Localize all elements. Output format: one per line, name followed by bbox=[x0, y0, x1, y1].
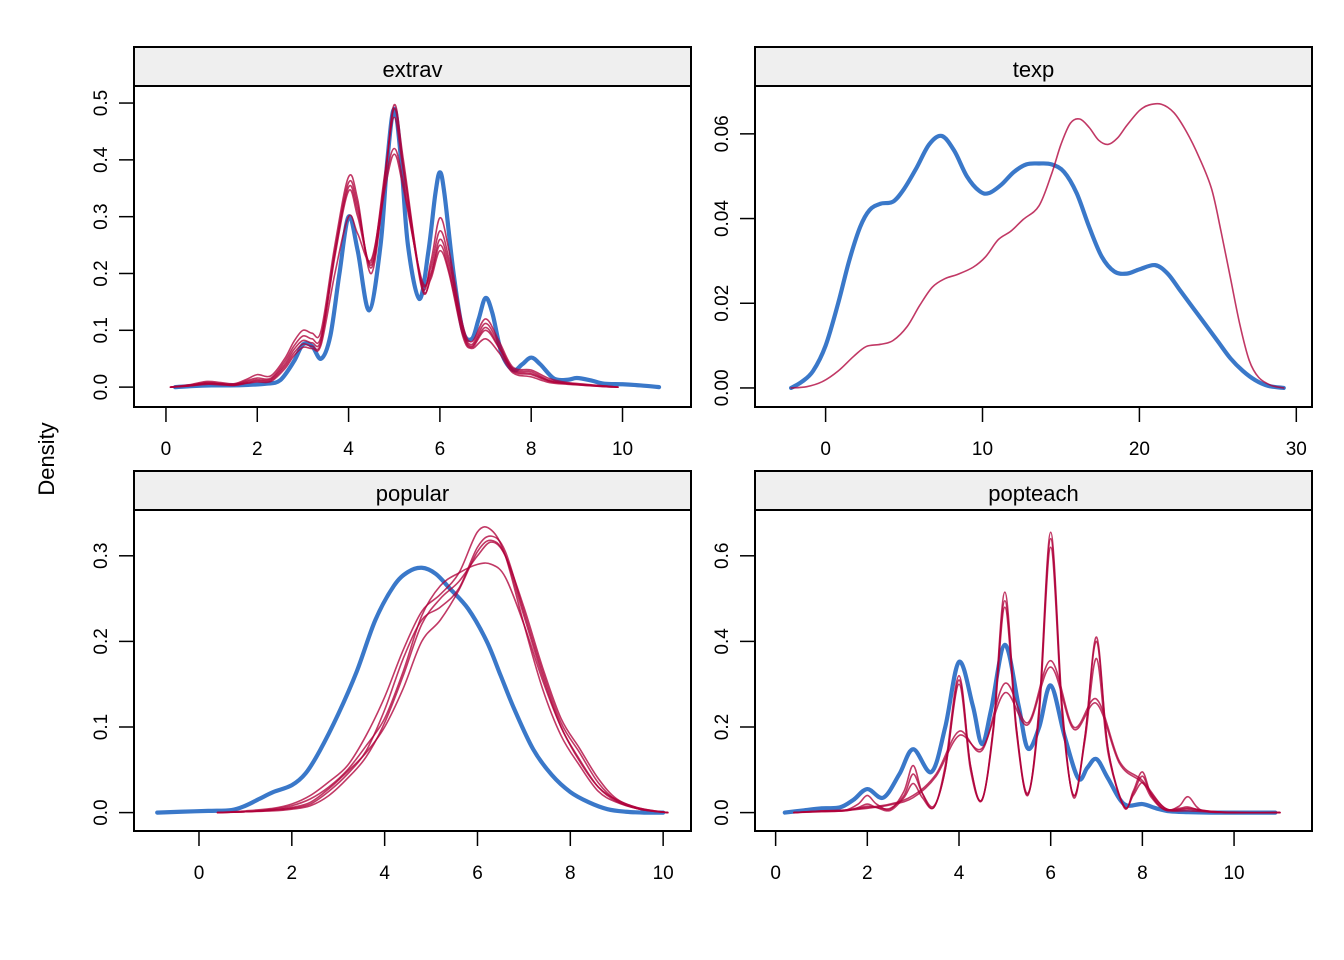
y-tick-label: 0.2 bbox=[91, 260, 112, 286]
x-tick-label: 20 bbox=[1129, 439, 1150, 460]
x-tick-label: 0 bbox=[161, 439, 172, 460]
density-line-imputed-1 bbox=[169, 103, 619, 388]
series-group bbox=[155, 526, 669, 815]
y-tick-label: 0.0 bbox=[91, 374, 112, 400]
series-group bbox=[782, 531, 1281, 815]
density-line-observed bbox=[172, 106, 662, 390]
plot-frame bbox=[133, 85, 692, 408]
series-group bbox=[788, 102, 1286, 391]
density-line-imputed-2 bbox=[169, 147, 619, 388]
x-tick-label: 4 bbox=[343, 439, 354, 460]
y-tick-label: 0.02 bbox=[712, 285, 733, 322]
y-tick-label: 0.5 bbox=[91, 90, 112, 116]
density-line-imputed-5 bbox=[169, 107, 619, 388]
panel-title: popular bbox=[376, 481, 449, 506]
panel-texp: texp 0 10 20 30 0.00 0.02 0.04 0.06 bbox=[712, 46, 1313, 460]
x-tick-label: 10 bbox=[1223, 863, 1244, 884]
density-line-imputed-1 bbox=[216, 526, 669, 814]
density-line-imputed-5 bbox=[216, 541, 669, 814]
density-line-observed bbox=[788, 133, 1286, 391]
plot-frame bbox=[754, 509, 1313, 832]
x-tick-label: 0 bbox=[770, 863, 781, 884]
x-tick-label: 2 bbox=[287, 863, 298, 884]
y-tick-label: 0.4 bbox=[712, 628, 733, 655]
density-line-observed bbox=[782, 642, 1278, 815]
panel-title: popteach bbox=[988, 481, 1079, 506]
x-tick-label: 4 bbox=[954, 863, 965, 884]
x-tick-label: 8 bbox=[526, 439, 537, 460]
y-tick-label: 0.06 bbox=[712, 115, 733, 152]
panel-title: extrav bbox=[383, 57, 443, 82]
density-line-imputed-2 bbox=[216, 562, 669, 814]
x-tick-label: 4 bbox=[379, 863, 390, 884]
panel-strip bbox=[754, 470, 1313, 511]
panel-extrav: extrav 0 2 4 6 8 10 0.0 0.1 0.2 0.3 0.4 0.5 bbox=[91, 46, 692, 460]
density-line-imputed-5 bbox=[793, 546, 1281, 814]
x-tick-label: 10 bbox=[972, 439, 993, 460]
x-tick-label: 6 bbox=[472, 863, 483, 884]
density-line-imputed-1 bbox=[793, 531, 1281, 814]
y-tick-label: 0.1 bbox=[91, 317, 112, 343]
density-line-imputed-4 bbox=[216, 535, 669, 814]
y-tick-label: 0.0 bbox=[91, 799, 112, 825]
x-tick-label: 8 bbox=[1137, 863, 1148, 884]
y-tick-label: 0.2 bbox=[712, 714, 733, 740]
x-tick-label: 6 bbox=[435, 439, 446, 460]
x-tick-label: 10 bbox=[653, 863, 674, 884]
x-tick-label: 0 bbox=[820, 439, 831, 460]
panel-popular: popular 0 2 4 6 8 10 0.0 0.1 0.2 0.3 bbox=[91, 470, 692, 884]
y-tick-label: 0.04 bbox=[712, 200, 733, 237]
density-line-imputed-4 bbox=[169, 116, 619, 388]
y-tick-label: 0.00 bbox=[712, 369, 733, 406]
series-group bbox=[169, 103, 662, 390]
panel-strip bbox=[133, 46, 692, 87]
plot-frame bbox=[754, 85, 1313, 408]
density-line-imputed-3 bbox=[169, 153, 619, 388]
y-tick-label: 0.2 bbox=[91, 628, 112, 654]
x-tick-label: 10 bbox=[612, 439, 633, 460]
y-tick-label: 0.3 bbox=[91, 203, 112, 229]
panel-strip bbox=[133, 470, 692, 511]
x-tick-label: 30 bbox=[1286, 439, 1307, 460]
plot-frame bbox=[133, 509, 692, 832]
y-tick-label: 0.6 bbox=[712, 543, 733, 569]
panel-strip bbox=[754, 46, 1313, 87]
density-line-imputed bbox=[790, 102, 1285, 389]
y-tick-label: 0.4 bbox=[91, 146, 112, 173]
x-tick-label: 2 bbox=[862, 863, 873, 884]
x-tick-label: 0 bbox=[194, 863, 205, 884]
panel-title: texp bbox=[1013, 57, 1055, 82]
y-tick-label: 0.1 bbox=[91, 714, 112, 740]
y-tick-label: 0.3 bbox=[91, 543, 112, 569]
density-line-imputed-2 bbox=[793, 537, 1281, 814]
y-axis-label: Density bbox=[34, 422, 59, 495]
x-tick-label: 8 bbox=[565, 863, 576, 884]
density-line-imputed-3 bbox=[216, 539, 669, 814]
x-tick-label: 2 bbox=[252, 439, 263, 460]
panel-popteach: popteach 0 2 4 6 8 10 0.0 0.2 0.4 0.6 bbox=[712, 470, 1313, 884]
density-line-observed bbox=[155, 565, 666, 815]
y-tick-label: 0.0 bbox=[712, 799, 733, 825]
x-tick-label: 6 bbox=[1045, 863, 1056, 884]
